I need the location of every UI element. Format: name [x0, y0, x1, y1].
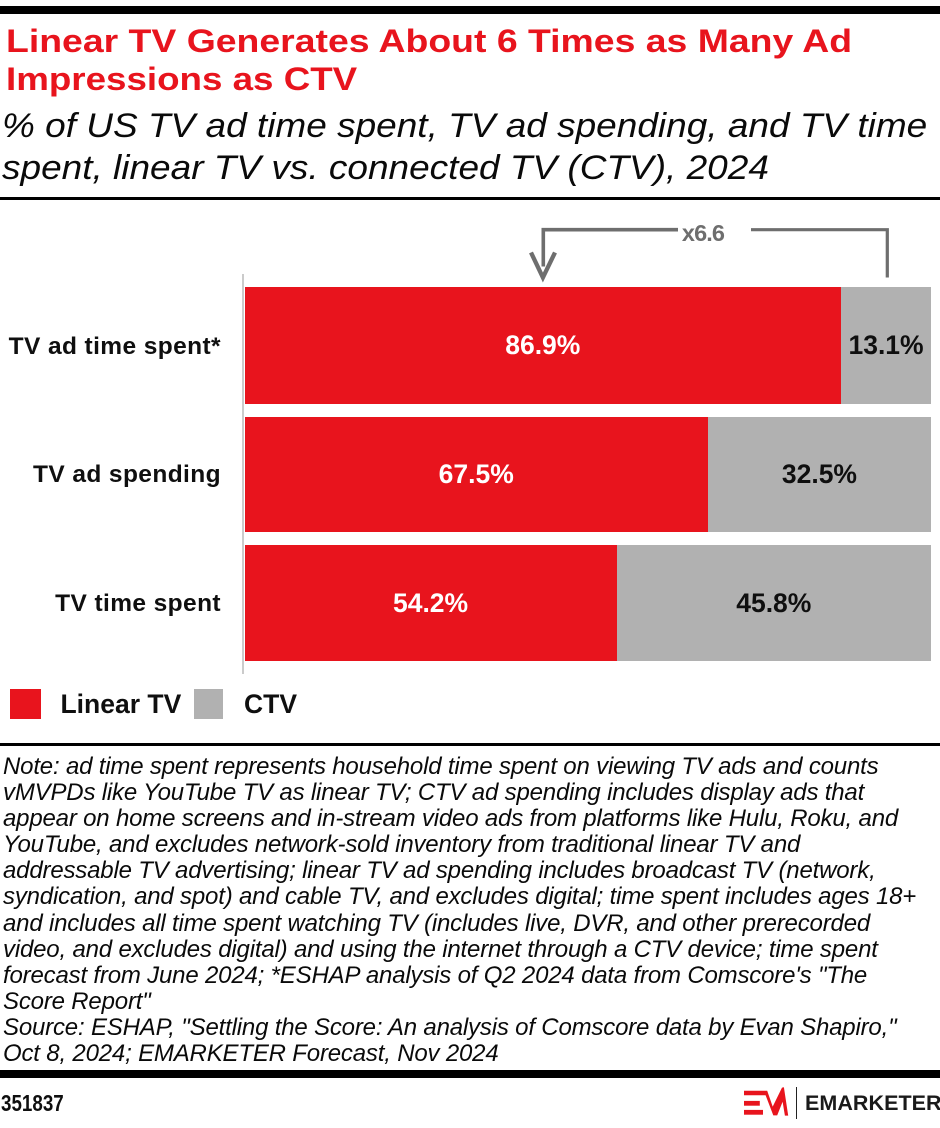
svg-text:x6.6: x6.6 — [682, 220, 725, 246]
